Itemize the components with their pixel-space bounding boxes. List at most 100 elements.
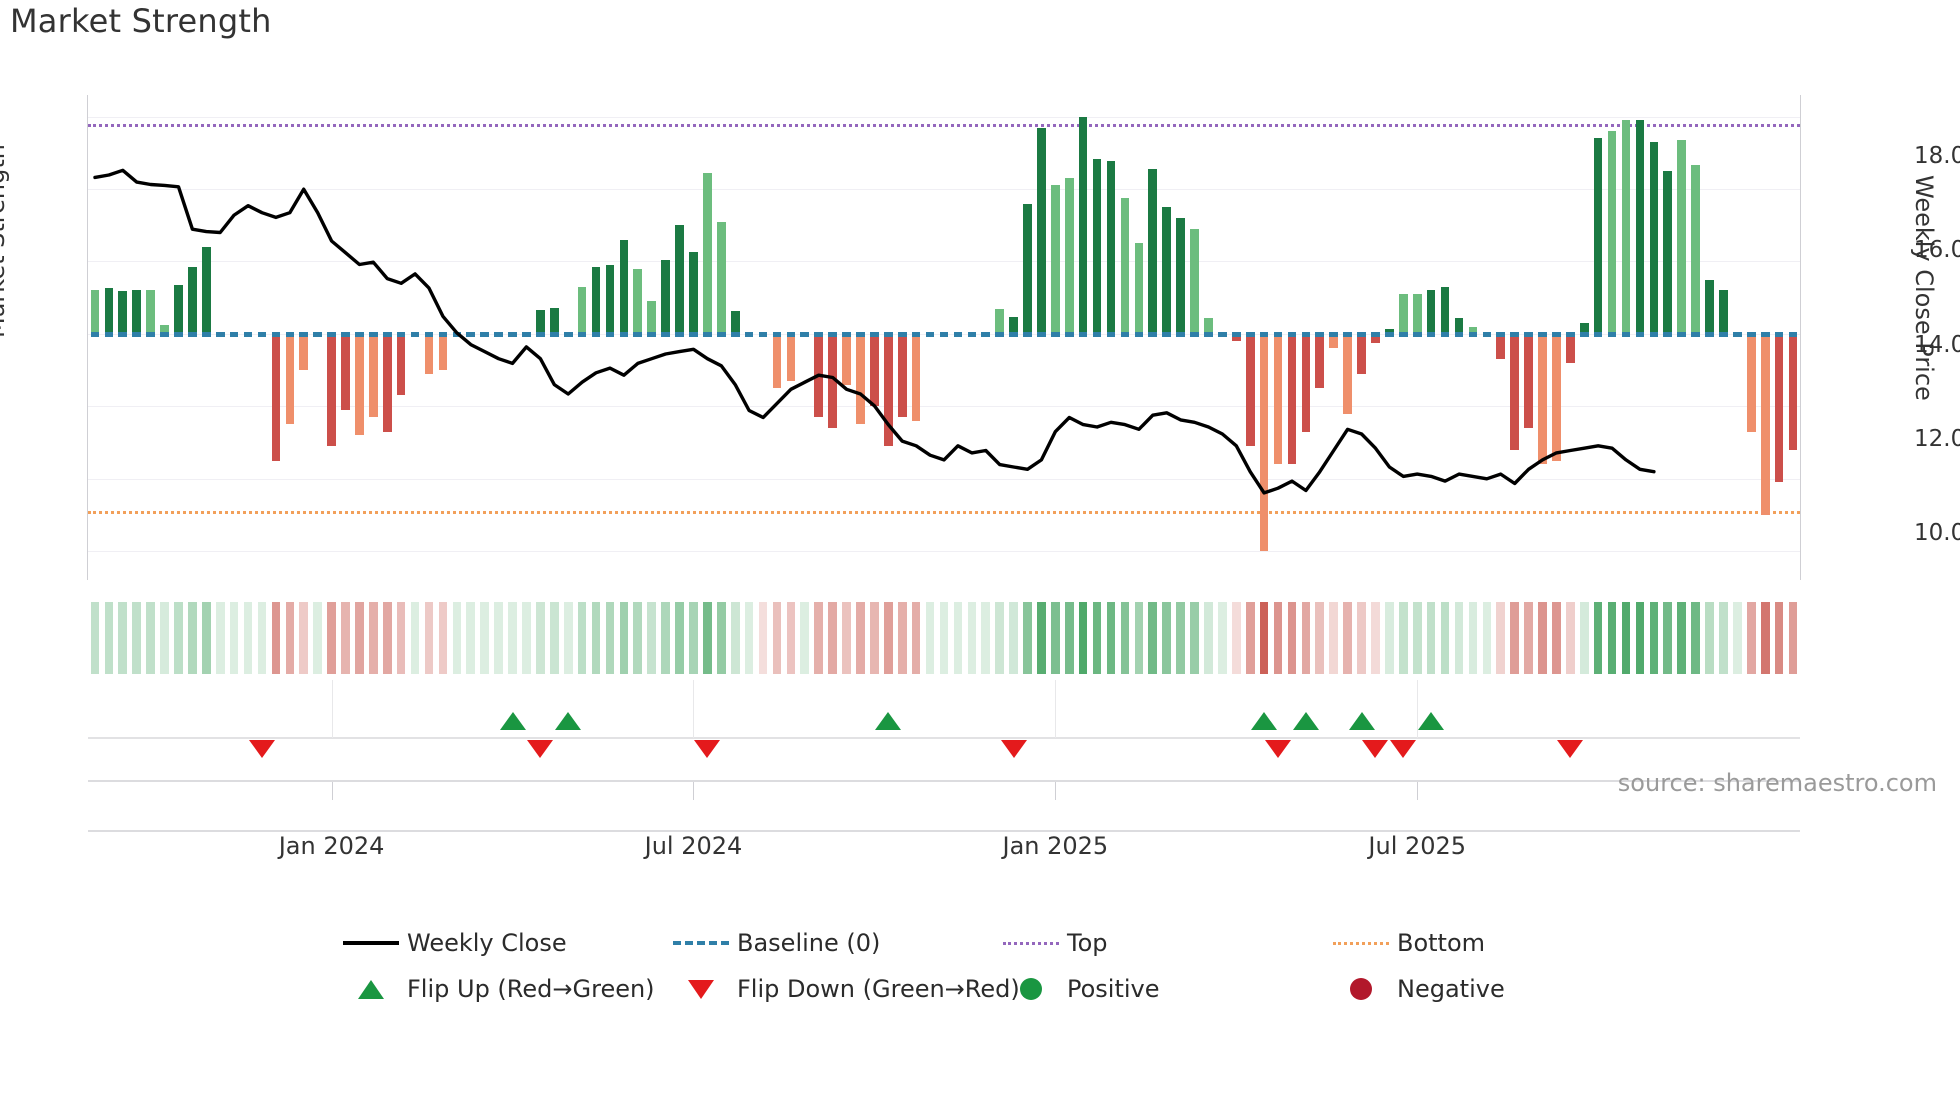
baseline-segment [884,331,893,337]
market-strength-bar [1329,333,1339,349]
market-strength-bar [870,333,879,407]
market-strength-bar [772,333,782,389]
legend-item-dot-orange[interactable]: Bottom [1325,920,1625,966]
baseline-segment [661,331,670,337]
legend-item-circle-red[interactable]: Negative [1325,966,1625,1012]
baseline-segment [1440,331,1450,337]
gridline [88,406,1800,408]
regime-strip-cell [897,602,907,674]
market-strength-bar [1691,165,1700,334]
flip-down-marker [1362,740,1389,758]
regime-strip-cell [786,602,796,674]
baseline-segment [508,331,517,337]
legend-item-triangle-up-green[interactable]: Flip Up (Red→Green) [335,966,665,1012]
regime-strip-cell [549,602,559,674]
gridline [88,478,1800,480]
regime-strip-cell [1496,602,1506,674]
regime-strip-cell [730,602,740,674]
baseline-segment [1078,331,1088,337]
regime-strip-cell [243,602,253,674]
baseline-segment [522,331,531,337]
regime-strip-cell [188,602,197,674]
baseline-segment [201,331,211,337]
dash-blue-icon [665,941,737,945]
baseline-segment [1218,331,1227,337]
market-strength-bar [1343,333,1352,414]
baseline-segment [174,331,183,337]
baseline-segment [995,331,1004,337]
legend-item-label: Weekly Close [407,929,567,957]
regime-strip-cell [744,602,754,674]
baseline-segment [856,331,865,337]
legend-item-circle-green[interactable]: Positive [995,966,1325,1012]
y-axis-label-right: Weekly Close Price [1910,175,1938,401]
market-strength-bar [1579,323,1589,334]
market-strength-bar [355,333,364,436]
baseline-segment [424,331,434,337]
regime-strip-cell [1510,602,1519,674]
baseline-segment [1134,331,1144,337]
baseline-segment [716,331,726,337]
market-strength-bar [633,268,643,334]
market-strength-bar [438,333,448,371]
triangle-up-green-icon [335,979,407,999]
baseline-segment [410,331,420,337]
regime-strip-cell [1524,602,1533,674]
regime-strip-cell [424,602,434,674]
regime-strip-cell [1218,602,1227,674]
regime-strip-cell [1287,602,1297,674]
regime-strip-cell [146,602,155,674]
market-strength-bar [689,252,698,334]
regime-strip-cell [1607,602,1617,674]
legend-item-label: Bottom [1397,929,1486,957]
market-strength-bar [341,333,350,410]
market-strength-bar [1064,178,1074,334]
x-axis: Jan 2024 Jul 2024 Jan 2025 Jul 2025 [88,780,1800,875]
baseline-segment [981,331,991,337]
baseline-segment [619,331,629,337]
baseline-segment [1538,331,1547,337]
legend-item-dash-blue[interactable]: Baseline (0) [665,920,995,966]
reference-line-bottom [88,511,1800,515]
circle-green-icon [995,978,1067,1000]
market-strength-bar [1454,317,1464,334]
market-strength-bar [424,333,434,374]
regime-strip-cell [1064,602,1074,674]
legend-item-line-black[interactable]: Weekly Close [335,920,665,966]
baseline-segment [1245,331,1255,337]
legend-item-triangle-down-red[interactable]: Flip Down (Green→Red) [665,966,1020,1012]
market-strength-bar [577,286,587,334]
legend-item-dot-purple[interactable]: Top [995,920,1325,966]
market-strength-bar [1399,294,1408,334]
market-strength-bar [1607,131,1617,334]
chart-legend: Weekly Close Baseline (0) Top Bottom Flip U… [0,920,1960,1012]
regime-strip-cell [341,602,350,674]
regime-strip-cell [1468,602,1478,674]
market-strength-bar [703,173,712,334]
regime-strip-cell [1273,602,1283,674]
market-strength-bar [536,309,545,334]
regime-strip-cell [396,602,406,674]
legend-item-label: Negative [1397,975,1505,1003]
baseline-segment [327,331,336,337]
regime-strip-cell [995,602,1004,674]
baseline-segment [1023,331,1032,337]
market-strength-bar [842,333,851,385]
market-strength-bar [1719,290,1728,334]
baseline-segment [160,331,169,337]
legend-item-label: Flip Up (Red→Green) [407,975,655,1003]
market-strength-bar [369,333,378,418]
market-strength-bar [1176,218,1185,334]
baseline-segment [1120,331,1130,337]
market-strength-bar [1315,333,1325,389]
market-strength-bar [1760,333,1770,515]
line-black-icon [335,941,407,945]
baseline-segment [90,331,100,337]
flip-track-tick [331,680,333,738]
regime-strip-cell [1371,602,1380,674]
market-strength-bar [828,333,837,428]
market-strength-bar [591,267,601,334]
regime-strip-cell [856,602,865,674]
baseline-segment [1468,331,1478,337]
regime-strip-cell [981,602,991,674]
